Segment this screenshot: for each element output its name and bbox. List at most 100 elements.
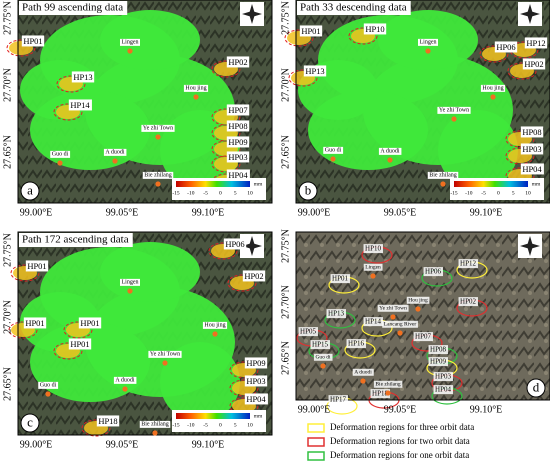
hp-label: HP06 xyxy=(225,239,244,249)
hp-label-box xyxy=(226,104,250,116)
colorbar-tick: 0 xyxy=(219,422,222,428)
place-label: Guo di xyxy=(315,354,331,360)
hp-label: HP09 xyxy=(430,358,446,366)
place-label-box xyxy=(427,171,459,179)
hp-label: HP08 xyxy=(522,127,541,137)
place-dot xyxy=(385,390,391,396)
place-label: Lingen xyxy=(122,279,139,285)
place-label-box xyxy=(120,38,140,46)
x-axis-label: 99.10°E xyxy=(192,439,225,450)
hp-outline xyxy=(479,45,509,63)
hp-label: HP12 xyxy=(460,260,476,268)
north-arrow xyxy=(240,2,264,26)
north-arrow-icon xyxy=(242,4,262,24)
map-frame xyxy=(17,231,273,436)
place-label-box xyxy=(202,321,228,329)
north-arrow xyxy=(518,234,542,258)
hp-label: HP18 xyxy=(372,390,388,398)
place-dot xyxy=(127,48,133,54)
hp-label-box xyxy=(363,244,383,254)
place-dot xyxy=(155,134,161,140)
x-axis-label: 99.10°E xyxy=(192,207,225,218)
place-label-box xyxy=(480,84,506,92)
hp-outline xyxy=(505,147,535,165)
hp-label-box xyxy=(310,340,330,350)
hp-label: HP04 xyxy=(228,170,248,180)
stable-area xyxy=(20,292,100,352)
place-label: Hou jing xyxy=(204,322,225,328)
colorbar-tick: 10 xyxy=(247,190,253,196)
hp-label-box xyxy=(21,35,45,47)
y-axis-label: 27.65°N xyxy=(2,367,13,401)
hp-outline xyxy=(348,27,378,45)
hp-label-box xyxy=(370,389,390,399)
panel-letter-bg xyxy=(20,413,40,433)
legend-label: Deformation regions for two orbit data xyxy=(330,436,470,446)
colorbar-unit: mm xyxy=(532,181,541,187)
hp-outline xyxy=(10,264,40,282)
place-label-box xyxy=(437,106,471,114)
colorbar-tick: -15 xyxy=(172,422,180,428)
colorbar-tick: -5 xyxy=(481,190,486,196)
hp-label: HP13 xyxy=(305,66,324,76)
place-label-box xyxy=(323,146,344,154)
hp-label-box xyxy=(520,163,544,175)
north-arrow-icon xyxy=(520,4,540,24)
place-dot xyxy=(45,391,51,397)
stable-area xyxy=(438,110,518,190)
hp-label-box xyxy=(413,332,433,342)
colorbar-tick: -5 xyxy=(203,422,208,428)
place-label: Ye zhi Town xyxy=(150,351,180,357)
hp-label-box xyxy=(346,339,366,349)
hp-label: HP16 xyxy=(348,340,364,348)
hp-label-box xyxy=(226,136,250,148)
y-axis-label: 27.65°N xyxy=(2,135,13,169)
title-box xyxy=(19,233,133,247)
place-label-box xyxy=(378,147,402,155)
hp-label: HP03 xyxy=(435,373,451,381)
colorbar-tick: -5 xyxy=(203,190,208,196)
place-label-box xyxy=(382,320,418,328)
colorbar-tick: -10 xyxy=(187,190,195,196)
panel-letter-bg xyxy=(526,378,546,398)
panel-title: Path 33 descending data xyxy=(300,2,407,14)
hp-label-box xyxy=(226,56,250,68)
colorbar-tick: 10 xyxy=(525,190,531,196)
place-label: A duodi xyxy=(380,148,400,154)
colorbar-tick: -15 xyxy=(450,190,458,196)
hp-label: HP08 xyxy=(430,346,446,354)
hp-label-box xyxy=(433,385,453,395)
hp-outline xyxy=(53,342,83,360)
hp-outline xyxy=(81,419,111,437)
map-frame xyxy=(295,231,550,401)
hp-label: HP15 xyxy=(312,341,328,349)
place-dot xyxy=(451,116,457,122)
colorbar-tick: 5 xyxy=(234,422,237,428)
place-label: Hou jing xyxy=(185,85,206,91)
hp-label: HP01 xyxy=(27,261,46,271)
hp-outline xyxy=(8,321,38,339)
hp-label-box xyxy=(520,126,544,138)
hp-label: HP04 xyxy=(435,386,451,394)
panel-title: Path 172 ascending data xyxy=(22,234,129,246)
hp-label-box xyxy=(330,274,350,284)
place-dot xyxy=(390,314,396,320)
hp-outline xyxy=(211,155,241,173)
place-label-box xyxy=(418,38,438,46)
place-dot xyxy=(122,386,128,392)
y-axis-label: 27.70°N xyxy=(280,68,291,102)
hp-label: HP13 xyxy=(73,72,92,82)
place-label-box xyxy=(120,278,140,286)
place-dot xyxy=(212,331,218,337)
place-dot xyxy=(415,306,421,312)
colorbar-unit: mm xyxy=(254,413,263,419)
panel: Path 99 ascending data 27.75°N 27.70°N 27.6… xyxy=(2,0,273,218)
colorbar-tick: -10 xyxy=(187,422,195,428)
stable-area xyxy=(100,10,200,70)
place-label: Guo di xyxy=(52,151,69,157)
hp-label: HP03 xyxy=(228,152,247,162)
colorbar-tick: 5 xyxy=(512,190,515,196)
x-axis-label: 99.00°E xyxy=(298,207,331,218)
place-label-box xyxy=(377,304,409,312)
legend-swatch xyxy=(307,451,325,461)
